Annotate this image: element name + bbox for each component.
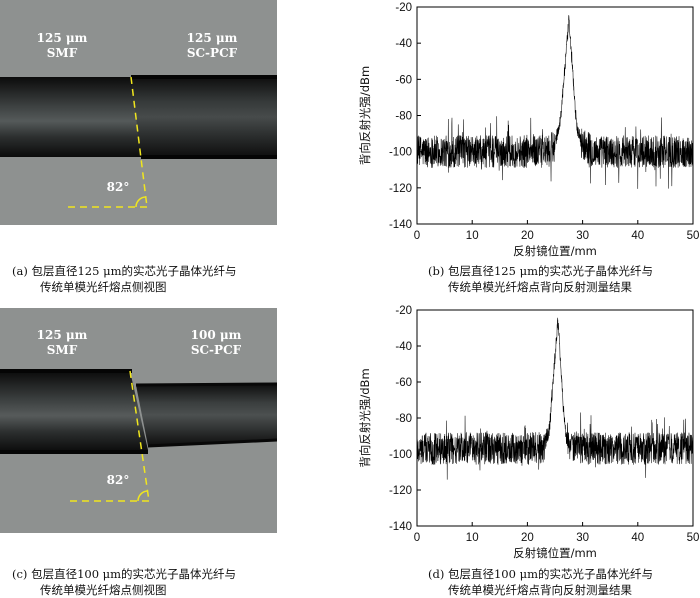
y-tick-label: -140 <box>389 219 412 231</box>
smf-size-label: 125 μm <box>37 328 88 342</box>
y-tick-label: -80 <box>395 413 412 425</box>
y-tick-label: -40 <box>395 341 412 353</box>
smf-type-label: SMF <box>47 343 78 357</box>
y-tick-label: -100 <box>389 449 412 461</box>
y-axis-label: 背向反射光强/dBm <box>358 66 372 165</box>
caption-d-line2: 传统单模光纤熔点背向反射测量结果 <box>448 583 632 597</box>
backreflection-chart-d: 0 10 20 30 40 50 -140 -120 -100 -80 -60 -40 -20 反射镜位置… <box>358 305 700 560</box>
x-tick-label: 40 <box>631 532 644 544</box>
backreflection-trace <box>416 317 694 480</box>
caption-c: (c) 包层直径100 μm的实芯光子晶体光纤与 传统单模光纤熔点侧视图 <box>12 566 236 598</box>
x-tick-label: 20 <box>521 230 534 242</box>
x-tick-label: 50 <box>687 532 700 544</box>
y-tick-label: -120 <box>389 485 412 497</box>
y-axis-label: 背向反射光强/dBm <box>358 368 372 467</box>
y-tick-label: -20 <box>395 2 412 14</box>
smf-type-label: SMF <box>47 46 78 60</box>
x-tick-label: 30 <box>576 230 589 242</box>
y-tick-label: -40 <box>395 38 412 50</box>
caption-d-line1: (d) 包层直径100 μm的实芯光子晶体光纤与 <box>428 567 653 581</box>
angle-label: 82° <box>107 473 130 487</box>
angle-arc <box>137 490 149 502</box>
caption-c-line2: 传统单模光纤熔点侧视图 <box>40 583 167 597</box>
pcf-type-label: SC-PCF <box>187 46 238 60</box>
pcf-size-label: 100 μm <box>191 328 242 342</box>
x-axis-label: 反射镜位置/mm <box>513 244 597 258</box>
angle-arc <box>135 196 147 208</box>
y-tick-label: -60 <box>395 377 412 389</box>
photo-panel-a: 125 μm SMF 125 μm SC-PCF 82° <box>0 0 277 225</box>
x-tick-label: 30 <box>576 532 589 544</box>
caption-b-line2: 传统单模光纤熔点背向反射测量结果 <box>448 280 632 294</box>
x-tick-label: 0 <box>414 230 420 242</box>
y-tick-label: -80 <box>395 111 412 123</box>
smf-fiber <box>0 371 148 452</box>
backreflection-trace <box>416 15 694 189</box>
angle-guide-line <box>130 76 148 208</box>
x-tick-label: 50 <box>687 230 700 242</box>
plot-frame <box>416 6 694 225</box>
pcf-size-label: 125 μm <box>187 31 238 45</box>
caption-b: (b) 包层直径125 μm的实芯光子晶体光纤与 传统单模光纤熔点背向反射测量结… <box>428 263 653 295</box>
angle-guide-line <box>129 370 150 502</box>
smf-fiber <box>0 77 141 157</box>
y-tick-label: -60 <box>395 74 412 86</box>
plot-frame <box>416 309 694 527</box>
pcf-type-label: SC-PCF <box>191 343 242 357</box>
x-tick-label: 0 <box>414 532 420 544</box>
caption-b-line1: (b) 包层直径125 μm的实芯光子晶体光纤与 <box>428 264 653 278</box>
x-tick-label: 10 <box>466 532 479 544</box>
y-tick-label: -120 <box>389 183 412 195</box>
x-tick-label: 40 <box>631 230 644 242</box>
y-tick-label: -100 <box>389 147 412 159</box>
caption-d: (d) 包层直径100 μm的实芯光子晶体光纤与 传统单模光纤熔点背向反射测量结… <box>428 566 653 598</box>
y-tick-label: -140 <box>389 521 412 533</box>
sc-pcf-fiber <box>136 384 277 446</box>
caption-a-line2: 传统单模光纤熔点侧视图 <box>40 280 167 294</box>
caption-a: (a) 包层直径125 μm的实芯光子晶体光纤与 传统单模光纤熔点侧视图 <box>12 263 236 295</box>
photo-panel-c: 125 μm SMF 100 μm SC-PCF 82° <box>0 308 277 533</box>
caption-a-line1: (a) 包层直径125 μm的实芯光子晶体光纤与 <box>12 264 237 278</box>
x-axis-label: 反射镜位置/mm <box>513 546 597 560</box>
y-tick-label: -20 <box>395 305 412 317</box>
smf-size-label: 125 μm <box>37 31 88 45</box>
x-tick-label: 10 <box>466 230 479 242</box>
angle-label: 82° <box>107 180 130 194</box>
backreflection-chart-b: 0 10 20 30 40 50 -140 -120 -100 -80 -60 -40 -20 反射镜位置… <box>358 2 700 258</box>
caption-c-line1: (c) 包层直径100 μm的实芯光子晶体光纤与 <box>12 567 237 581</box>
sc-pcf-fiber <box>131 77 277 157</box>
x-tick-label: 20 <box>521 532 534 544</box>
